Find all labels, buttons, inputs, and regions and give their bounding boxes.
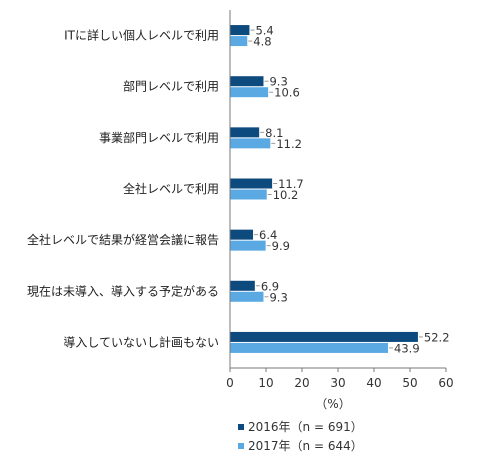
x-tick-label: 10 [258, 376, 273, 390]
category-label: 全社レベルで結果が経営会議に報告 [27, 232, 219, 247]
bar-2017 [230, 138, 271, 149]
value-label: 10.2 [273, 188, 299, 202]
bar-2017 [230, 342, 389, 353]
bar-2016 [230, 25, 250, 36]
value-label: 52.2 [424, 330, 450, 344]
value-label: 11.7 [278, 177, 304, 191]
x-tick-label: 50 [402, 376, 417, 390]
value-label: 5.4 [255, 24, 273, 38]
bar-2016 [230, 280, 255, 291]
bar-2016 [230, 229, 254, 240]
x-tick-label: 20 [294, 376, 309, 390]
x-tick-label: 30 [330, 376, 345, 390]
legend-swatch [238, 443, 244, 449]
bar-2017 [230, 240, 266, 251]
value-label: 10.6 [274, 86, 300, 100]
bar-2017 [230, 87, 269, 98]
legend-swatch [238, 424, 244, 430]
bar-2017 [230, 189, 267, 200]
category-label: 全社レベルで利用 [123, 181, 219, 196]
value-label: 4.8 [253, 35, 271, 49]
bar-2016 [230, 127, 260, 138]
category-label: 事業部門レベルで利用 [99, 130, 219, 145]
category-labels: ITに詳しい個人レベルで利用部門レベルで利用事業部門レベルで利用全社レベルで利用… [27, 28, 219, 350]
value-label: 6.4 [259, 228, 277, 242]
value-label: 9.9 [272, 239, 290, 253]
value-label: 9.3 [269, 290, 287, 304]
legend: 2016年（n = 691） 2017年（n = 644） [238, 420, 363, 453]
bar-2017 [230, 36, 248, 47]
bar-2016 [230, 76, 264, 87]
x-tick-label: 0 [226, 376, 234, 390]
category-label: 現在は未導入、導入する予定がある [27, 283, 219, 298]
x-axis-unit-label: （%） [315, 397, 350, 411]
value-labels: 5.44.89.310.68.111.211.710.26.49.96.99.3… [248, 24, 450, 355]
bar-2016 [230, 331, 418, 342]
category-label: 導入していないし計画もない [63, 334, 219, 349]
bars [230, 25, 418, 353]
x-axis: 0 10 20 30 40 50 60 [226, 10, 454, 390]
value-label: 9.3 [269, 75, 287, 89]
category-label: 部門レベルで利用 [123, 79, 219, 94]
legend-label: 2016年（n = 691） [248, 420, 363, 434]
category-label: ITに詳しい個人レベルで利用 [64, 28, 219, 43]
x-tick-label: 60 [438, 376, 453, 390]
legend-label: 2017年（n = 644） [248, 439, 363, 453]
value-label: 6.9 [261, 279, 279, 293]
x-tick-label: 40 [366, 376, 381, 390]
value-label: 43.9 [394, 341, 420, 355]
bar-2016 [230, 178, 273, 189]
bar-2017 [230, 291, 264, 302]
value-label: 11.2 [276, 137, 302, 151]
value-label: 8.1 [265, 126, 283, 140]
